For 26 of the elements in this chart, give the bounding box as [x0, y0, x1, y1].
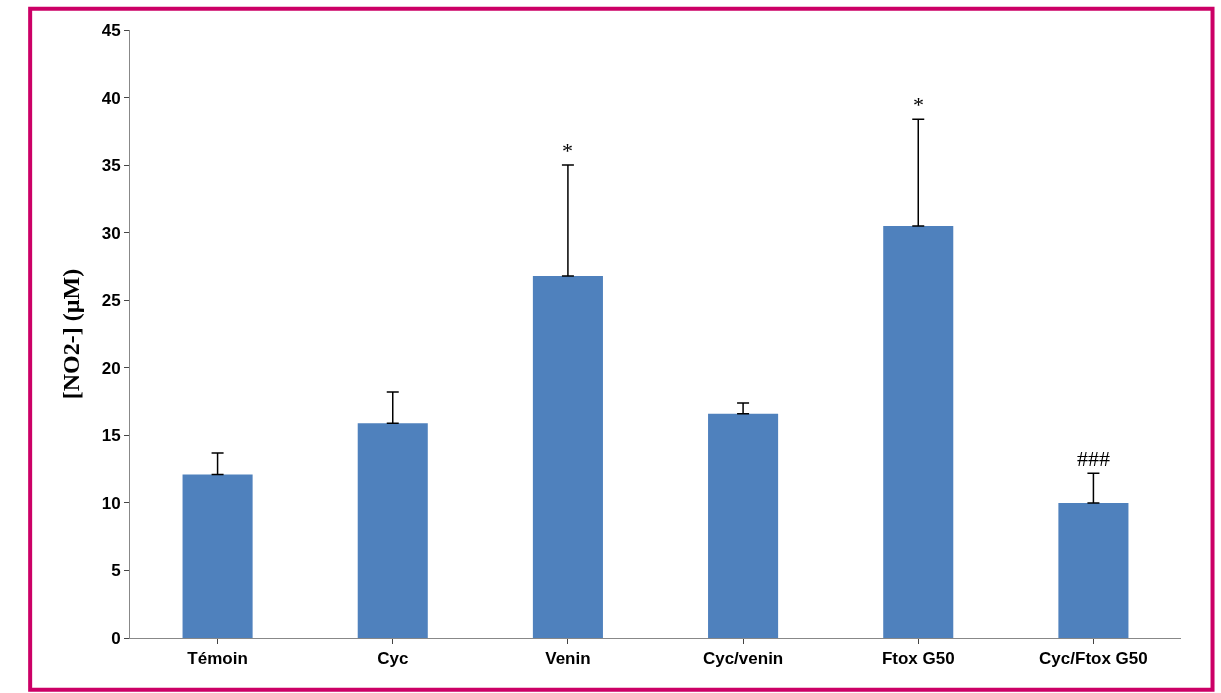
- y-tick-label: 40: [101, 88, 121, 108]
- x-tick-label: Cyc/venin: [702, 649, 784, 669]
- bar: [532, 275, 603, 638]
- x-tick-label: Ftox G50: [881, 649, 955, 669]
- y-tick-label: 0: [111, 628, 121, 648]
- y-tick-label: 10: [101, 493, 121, 513]
- bar: [708, 413, 779, 638]
- bar: [1058, 502, 1129, 638]
- bar: [182, 474, 253, 638]
- annotation: *: [913, 92, 924, 117]
- x-tick-label: Cyc: [377, 649, 409, 669]
- y-tick-label: 15: [101, 426, 121, 446]
- annotation: ###: [1077, 446, 1110, 471]
- y-axis-title: [NO2-] (µM): [57, 268, 84, 400]
- y-tick-label: 25: [101, 291, 121, 311]
- x-tick-label: Témoin: [187, 649, 248, 669]
- annotation: *: [562, 138, 573, 163]
- y-tick-label: 5: [111, 561, 121, 581]
- y-tick-label: 45: [101, 20, 121, 40]
- y-tick-label: 35: [101, 156, 121, 176]
- x-tick-label: Venin: [545, 649, 591, 669]
- bar: [883, 225, 954, 638]
- bar: [357, 423, 428, 638]
- y-tick-label: 30: [101, 223, 121, 243]
- x-tick-label: Cyc/Ftox G50: [1039, 649, 1148, 669]
- y-tick-label: 20: [101, 358, 121, 378]
